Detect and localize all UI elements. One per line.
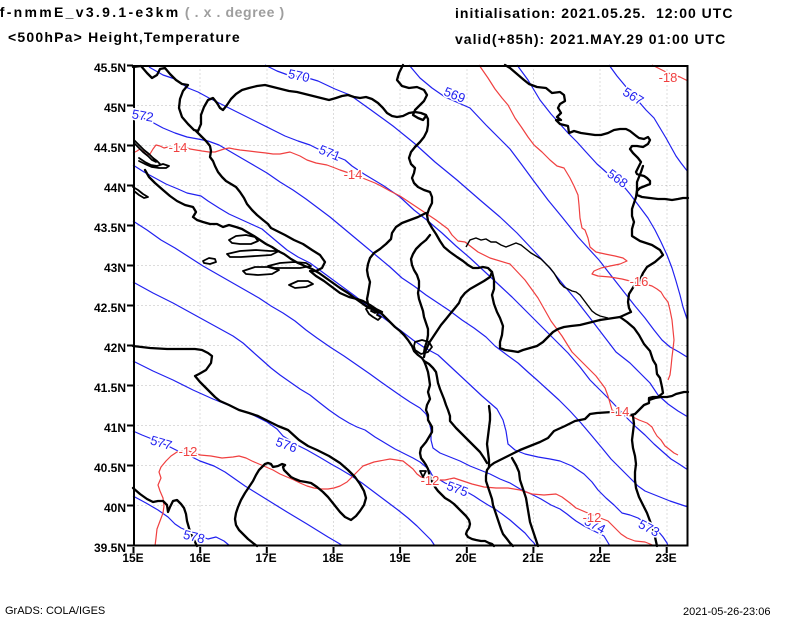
svg-text:-14: -14 (344, 167, 363, 182)
svg-text:575: 575 (445, 478, 471, 500)
svg-text:568: 568 (604, 166, 630, 191)
svg-text:567: 567 (620, 84, 646, 108)
svg-text:572: 572 (131, 106, 155, 125)
svg-text:-16: -16 (630, 274, 649, 289)
svg-text:577: 577 (149, 432, 174, 452)
svg-text:-18: -18 (659, 70, 678, 85)
svg-text:570: 570 (287, 66, 311, 85)
svg-text:-14: -14 (169, 140, 188, 155)
svg-text:569: 569 (442, 84, 468, 106)
svg-text:-12: -12 (583, 510, 602, 525)
svg-text:-12: -12 (179, 444, 198, 459)
svg-text:-14: -14 (611, 404, 630, 419)
svg-text:-12: -12 (421, 473, 440, 488)
svg-text:578: 578 (182, 527, 207, 547)
svg-text:571: 571 (317, 142, 343, 164)
